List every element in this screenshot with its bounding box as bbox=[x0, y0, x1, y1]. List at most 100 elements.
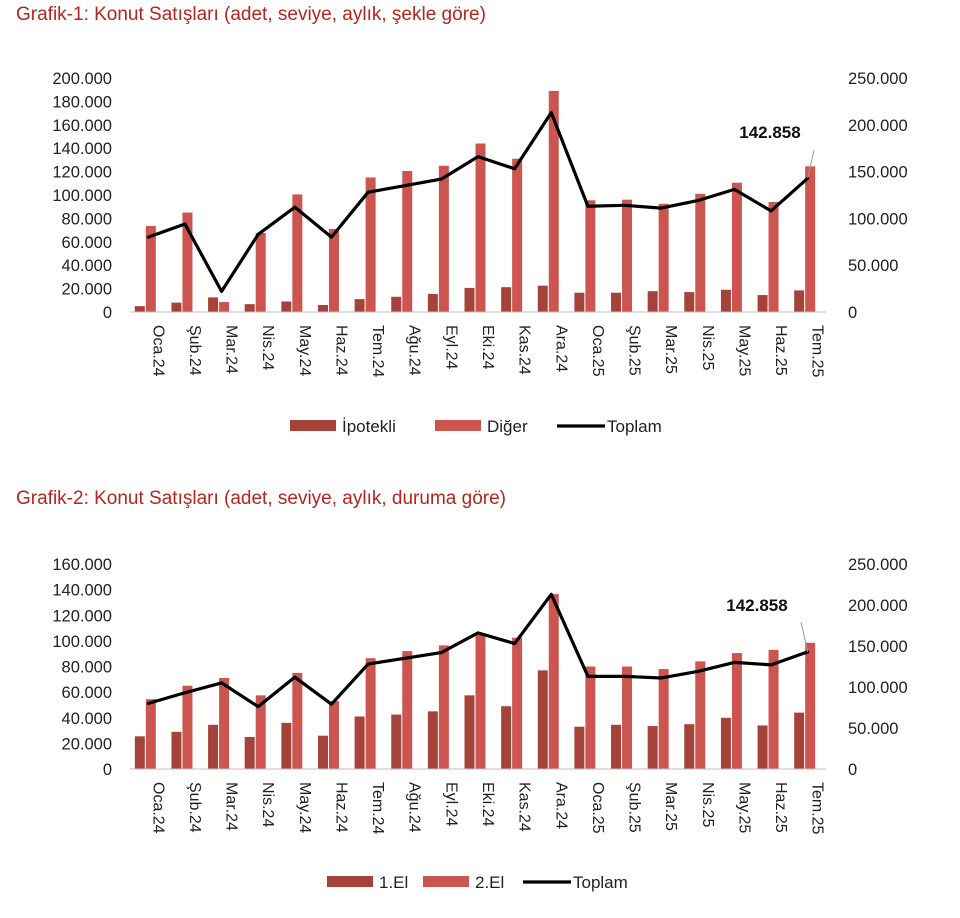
chart-1: 0 20.000 40.000 60.000 80.000 100.000 120.000 1… bbox=[52, 70, 908, 436]
right-axis-tick-label: 150.000 bbox=[848, 638, 908, 656]
legend-label: Diğer bbox=[487, 417, 528, 436]
series-line-toplam bbox=[146, 111, 810, 294]
bar-i-potekli bbox=[501, 287, 512, 312]
left-axis-tick-label: 20.000 bbox=[62, 281, 112, 299]
bar-1-el bbox=[720, 717, 731, 769]
category-label: Ağu.24 bbox=[406, 782, 423, 833]
legend-label: 2.El bbox=[475, 873, 504, 892]
category-label: Oca.24 bbox=[149, 782, 166, 834]
bar-1-el bbox=[794, 712, 805, 769]
bar-di-er bbox=[622, 199, 633, 312]
left-axis-tick-label: 180.000 bbox=[52, 93, 112, 111]
bar-1-el bbox=[501, 706, 512, 769]
bar-di-er bbox=[219, 302, 230, 312]
left-axis-tick-label: 120.000 bbox=[52, 607, 112, 625]
category-label: Şub.25 bbox=[626, 782, 643, 833]
bar-1-el bbox=[317, 735, 328, 769]
right-axis-tick-label: 200.000 bbox=[848, 117, 908, 135]
bar-i-potekli bbox=[611, 292, 622, 312]
data-label-annotation: 142.858 bbox=[726, 596, 787, 615]
bar-2-el bbox=[585, 666, 596, 769]
bar-i-potekli bbox=[757, 295, 768, 312]
bar-di-er bbox=[328, 228, 339, 312]
category-label: Tem.25 bbox=[809, 782, 826, 835]
bar-2-el bbox=[328, 701, 339, 769]
right-axis-tick-label: 50.000 bbox=[848, 720, 898, 738]
legend-swatch bbox=[290, 420, 336, 431]
category-label: Ara.24 bbox=[552, 782, 569, 829]
bar-2-el bbox=[768, 649, 779, 769]
annotation-leader-line bbox=[800, 621, 809, 652]
right-axis-tick-label: 250.000 bbox=[848, 70, 908, 88]
annotation-leader-line bbox=[807, 149, 815, 179]
right-axis-tick-label: 50.000 bbox=[848, 257, 898, 275]
category-label: May.25 bbox=[735, 782, 752, 833]
bar-i-potekli bbox=[208, 297, 219, 312]
bar-1-el bbox=[171, 731, 182, 769]
category-label: Mar.25 bbox=[662, 325, 679, 374]
left-axis-tick-label: 20.000 bbox=[62, 735, 112, 753]
bar-2-el bbox=[255, 695, 266, 769]
bar-i-potekli bbox=[537, 285, 548, 312]
category-label: Eyl.24 bbox=[442, 782, 459, 827]
bar-2-el bbox=[731, 653, 742, 769]
right-axis-tick-label: 150.000 bbox=[848, 164, 908, 182]
category-label: Haz.25 bbox=[772, 782, 789, 833]
category-label: May.24 bbox=[296, 782, 313, 833]
category-label: Oca.25 bbox=[589, 782, 606, 834]
category-label: Mar.25 bbox=[662, 782, 679, 831]
bar-di-er bbox=[805, 166, 816, 312]
bar-1-el bbox=[208, 724, 219, 769]
left-axis-tick-label: 200.000 bbox=[52, 70, 112, 88]
bar-1-el bbox=[537, 670, 548, 769]
bar-2-el bbox=[292, 672, 303, 769]
bar-di-er bbox=[768, 202, 779, 312]
bar-2-el bbox=[438, 645, 449, 769]
category-label: Eki.24 bbox=[479, 782, 496, 827]
left-axis-tick-label: 40.000 bbox=[62, 710, 112, 728]
left-axis-tick-label: 40.000 bbox=[62, 257, 112, 275]
category-label: Mar.24 bbox=[223, 325, 240, 374]
left-axis-tick-label: 160.000 bbox=[52, 117, 112, 135]
left-axis-tick-label: 80.000 bbox=[62, 659, 112, 677]
bar-di-er bbox=[365, 177, 376, 312]
bar-1-el bbox=[391, 714, 402, 769]
bar-2-el bbox=[512, 637, 523, 769]
bar-di-er bbox=[731, 182, 742, 312]
category-label: Eyl.24 bbox=[442, 325, 459, 370]
bar-i-potekli bbox=[647, 291, 658, 312]
category-label: Nis.24 bbox=[259, 325, 276, 370]
bar-1-el bbox=[464, 695, 475, 769]
bar-1-el bbox=[354, 716, 365, 769]
bar-i-potekli bbox=[391, 296, 402, 312]
bar-1-el bbox=[134, 736, 145, 769]
left-axis-tick-label: 160.000 bbox=[52, 556, 112, 574]
legend-label: 1.El bbox=[379, 873, 408, 892]
bar-2-el bbox=[145, 699, 156, 769]
legend-swatch bbox=[435, 420, 481, 431]
bar-di-er bbox=[658, 203, 669, 312]
category-label: Oca.24 bbox=[149, 325, 166, 377]
category-label: Ara.24 bbox=[552, 325, 569, 372]
bar-1-el bbox=[427, 711, 438, 769]
bar-i-potekli bbox=[794, 290, 805, 312]
bar-di-er bbox=[145, 226, 156, 312]
bar-2-el bbox=[402, 651, 413, 769]
left-axis-tick-label: 140.000 bbox=[52, 140, 112, 158]
bar-2-el bbox=[695, 661, 706, 769]
right-axis-tick-label: 100.000 bbox=[848, 679, 908, 697]
bar-di-er bbox=[475, 143, 486, 312]
left-axis-tick-label: 0 bbox=[103, 304, 112, 322]
category-label: Tem.24 bbox=[369, 782, 386, 835]
bar-1-el bbox=[574, 726, 585, 769]
bar-di-er bbox=[292, 194, 303, 312]
bar-i-potekli bbox=[574, 292, 585, 312]
right-axis-tick-label: 100.000 bbox=[848, 210, 908, 228]
right-axis-tick-label: 0 bbox=[848, 761, 857, 779]
bar-di-er bbox=[402, 171, 413, 312]
bar-di-er bbox=[585, 200, 596, 312]
category-label: May.25 bbox=[735, 325, 752, 376]
category-label: Tem.24 bbox=[369, 325, 386, 378]
category-label: Haz.24 bbox=[332, 325, 349, 376]
right-axis-tick-label: 200.000 bbox=[848, 597, 908, 615]
